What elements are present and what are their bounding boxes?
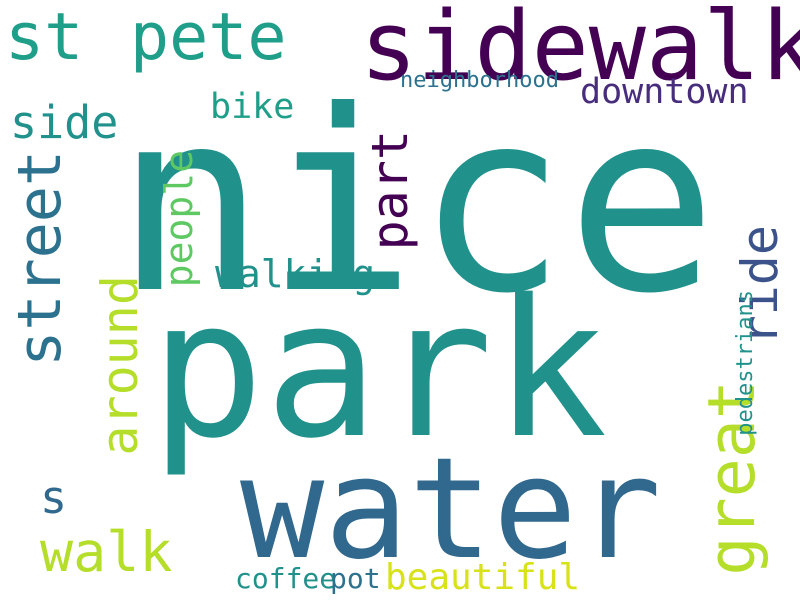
word-walking: walking	[215, 252, 376, 296]
word-nice: nice	[115, 57, 718, 348]
word-side: side	[10, 96, 119, 149]
word-sidewalk: sidewalk	[360, 0, 800, 102]
word-part: part	[361, 130, 419, 251]
word-park: park	[150, 259, 608, 480]
word-downtown: downtown	[580, 72, 749, 112]
word-people: people	[157, 150, 201, 288]
word-s: s	[40, 471, 68, 524]
word-pete: pete	[130, 0, 287, 75]
word-coffee: coffee	[235, 562, 337, 595]
word-water: water	[240, 428, 662, 591]
word-neighborhood: neighborhood	[400, 68, 559, 93]
word-around: around	[91, 275, 149, 456]
word-pot: pot	[330, 562, 381, 595]
word-street: street	[5, 150, 75, 367]
word-st: st	[5, 0, 84, 75]
word-bike: bike	[210, 87, 295, 127]
word-walk: walk	[40, 520, 173, 584]
word-beautiful: beautiful	[385, 557, 581, 598]
word-pedestrians: pedestrians	[733, 290, 758, 436]
